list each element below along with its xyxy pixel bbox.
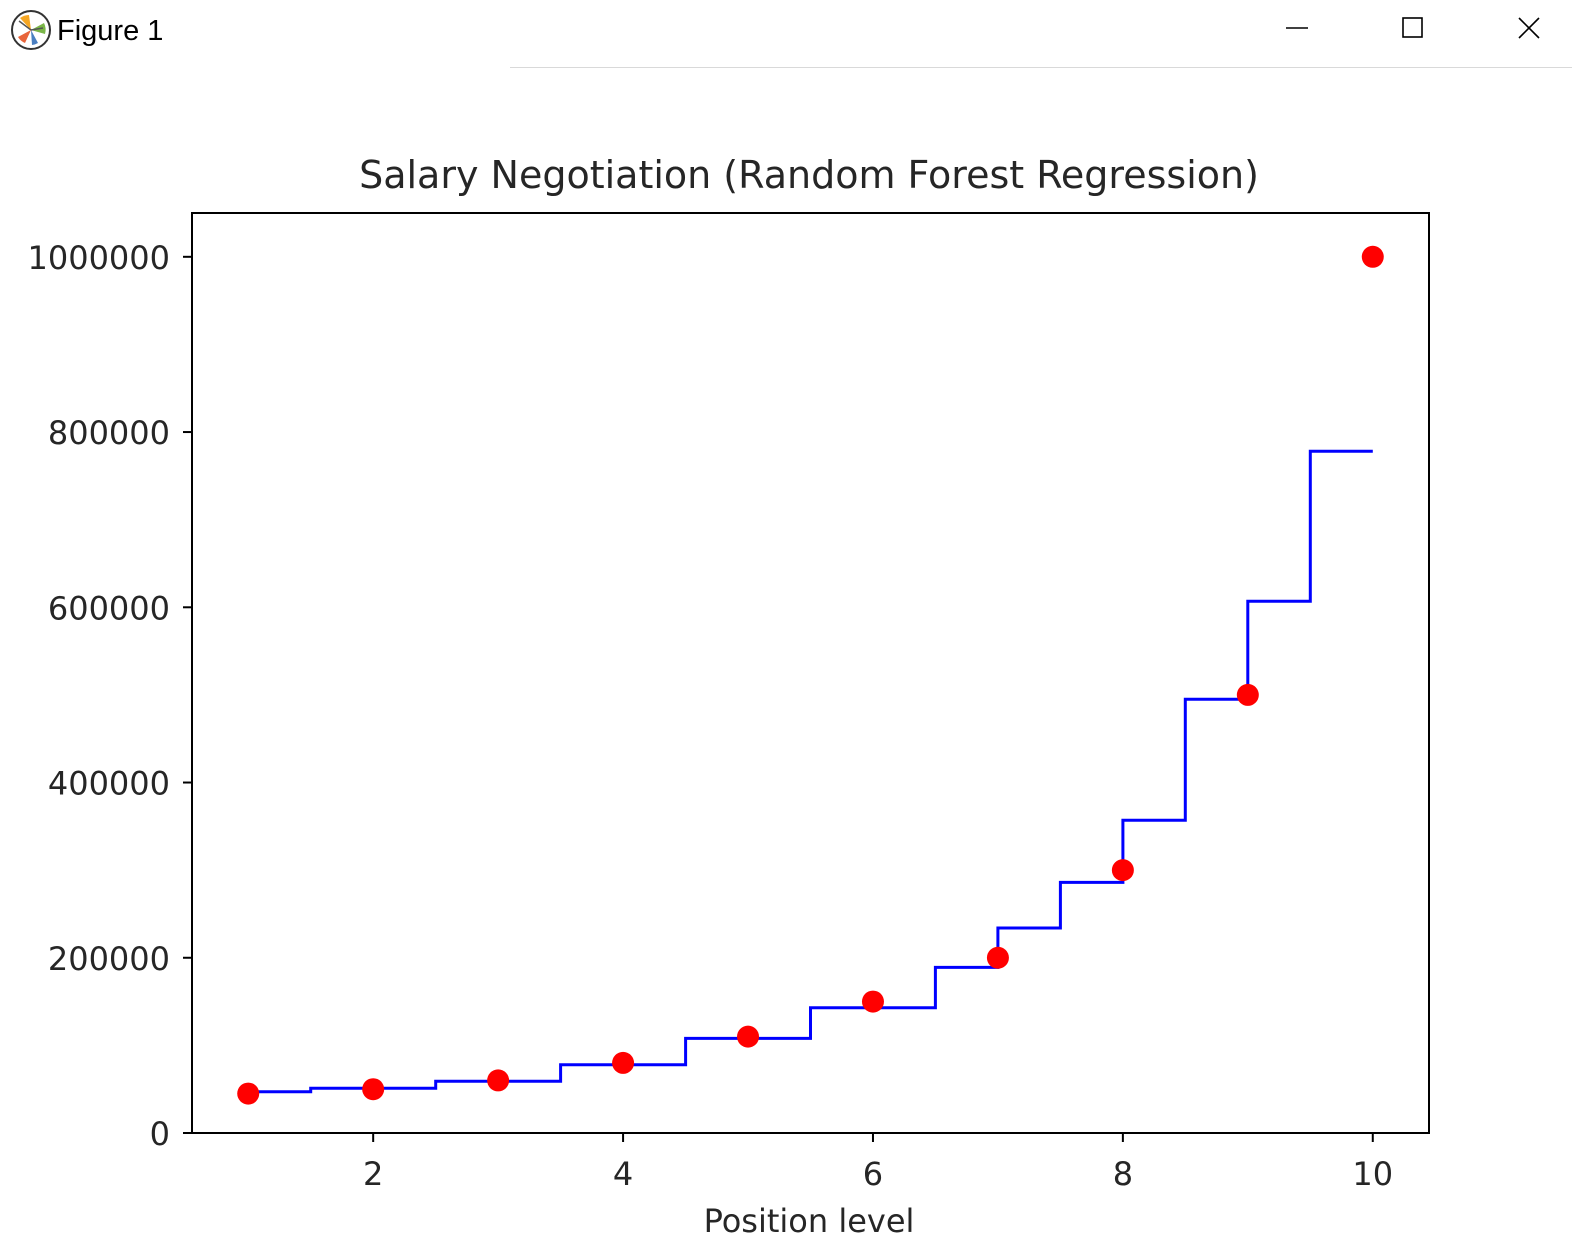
data-point-3 (487, 1069, 510, 1092)
x-tick-label: 10 (1352, 1155, 1393, 1193)
axes-frame (191, 212, 1430, 1134)
titlebar-divider (510, 67, 1572, 68)
figure-canvas: Salary Negotiation (Random Forest Regres… (27, 153, 1430, 1240)
y-tick-label: 400000 (48, 765, 170, 803)
prediction-step-line (248, 449, 1373, 1094)
data-point-4 (612, 1051, 635, 1074)
window-title: Figure 1 (57, 15, 164, 47)
x-tick-label: 8 (1113, 1155, 1133, 1193)
data-point-5 (737, 1025, 760, 1048)
matplotlib-logo-icon (11, 10, 51, 50)
plot-area (237, 245, 1384, 1105)
minimize-icon (1286, 27, 1308, 29)
data-point-1 (237, 1082, 260, 1105)
data-point-2 (362, 1078, 385, 1101)
x-tick-label: 4 (613, 1155, 633, 1193)
y-axis: 0 200000 400000 600000 800000 1000000 (27, 239, 192, 1153)
y-tick-label: 200000 (48, 940, 170, 978)
data-point-9 (1236, 683, 1259, 706)
data-point-8 (1111, 859, 1134, 882)
data-point-10 (1361, 245, 1384, 268)
close-button[interactable] (1471, 0, 1572, 56)
x-tick-label: 6 (863, 1155, 883, 1193)
y-tick-label: 1000000 (27, 239, 170, 277)
close-icon (1518, 17, 1540, 39)
chart-title: Salary Negotiation (Random Forest Regres… (359, 153, 1259, 197)
data-point-6 (861, 990, 884, 1013)
x-tick-label: 2 (363, 1155, 383, 1193)
maximize-button[interactable] (1355, 0, 1471, 56)
y-tick-label: 800000 (48, 414, 170, 452)
maximize-icon (1402, 17, 1423, 38)
y-tick-label: 600000 (48, 589, 170, 627)
data-point-7 (986, 946, 1009, 969)
x-axis: 2 4 6 8 10 (363, 1133, 1393, 1193)
x-axis-label: Position level (704, 1202, 915, 1240)
window-titlebar: Figure 1 (0, 0, 1572, 68)
minimize-button[interactable] (1239, 0, 1355, 56)
y-tick-label: 0 (150, 1115, 170, 1153)
